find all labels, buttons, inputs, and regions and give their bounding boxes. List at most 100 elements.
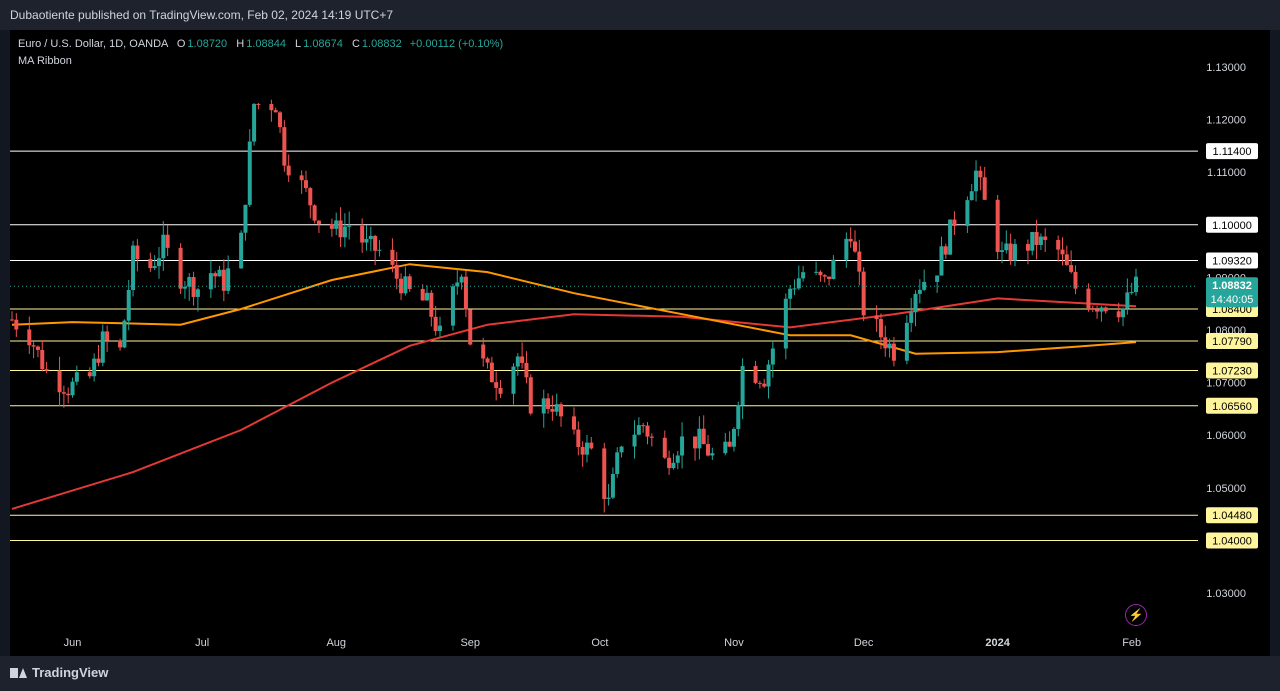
candle-body[interactable] (44, 369, 49, 371)
candle-body[interactable] (796, 278, 801, 289)
candle-body[interactable] (347, 225, 352, 227)
candle-body[interactable] (520, 356, 525, 363)
candle-body[interactable] (1125, 292, 1130, 309)
candle-body[interactable] (710, 453, 715, 456)
candle-body[interactable] (762, 383, 767, 387)
candle-body[interactable] (667, 457, 672, 469)
candle-body[interactable] (161, 234, 166, 259)
ma-line[interactable] (11, 263, 1137, 355)
candle-body[interactable] (360, 225, 365, 243)
candle-body[interactable] (92, 358, 97, 377)
candle-body[interactable] (671, 462, 676, 469)
candle-body[interactable] (770, 348, 775, 365)
candle-body[interactable] (437, 325, 442, 332)
candle-body[interactable] (278, 112, 283, 128)
candle-body[interactable] (853, 241, 857, 252)
candle-body[interactable] (636, 425, 641, 435)
candle-body[interactable] (329, 224, 334, 229)
candle-body[interactable] (420, 288, 425, 301)
candle-body[interactable] (450, 286, 455, 326)
candle-body[interactable] (27, 329, 32, 346)
candle-body[interactable] (1121, 308, 1126, 318)
candle-body[interactable] (122, 320, 127, 348)
candle-body[interactable] (368, 235, 373, 240)
candle-body[interactable] (969, 191, 974, 201)
candle-body[interactable] (390, 249, 395, 265)
candle-body[interactable] (559, 404, 564, 417)
candle-body[interactable] (675, 455, 680, 463)
candle-body[interactable] (252, 103, 257, 142)
lightning-icon[interactable]: ⚡ (1125, 604, 1147, 626)
candle-body[interactable] (736, 405, 741, 429)
candle-body[interactable] (602, 448, 607, 499)
candle-body[interactable] (178, 247, 183, 289)
candle-body[interactable] (727, 441, 732, 447)
candle-body[interactable] (459, 276, 464, 283)
candle-body[interactable] (528, 377, 533, 414)
candle-body[interactable] (195, 289, 200, 297)
candle-body[interactable] (152, 266, 157, 269)
candle-body[interactable] (1043, 236, 1048, 240)
candle-body[interactable] (1134, 276, 1138, 293)
candle-body[interactable] (822, 275, 827, 277)
candle-body[interactable] (887, 343, 892, 349)
candle-body[interactable] (74, 372, 79, 382)
candle-body[interactable] (489, 362, 494, 383)
candle-body[interactable] (239, 232, 244, 269)
candle-body[interactable] (757, 382, 762, 384)
candle-body[interactable] (394, 264, 399, 279)
candle-body[interactable] (943, 246, 948, 255)
candle-body[interactable] (818, 271, 823, 276)
candle-body[interactable] (1095, 309, 1100, 312)
candle-body[interactable] (550, 408, 555, 412)
candle-body[interactable] (619, 446, 624, 453)
candle-body[interactable] (494, 382, 499, 388)
candle-body[interactable] (731, 428, 736, 447)
indicator-name[interactable]: MA Ribbon (18, 55, 72, 67)
candle-body[interactable] (208, 273, 213, 290)
candle-body[interactable] (999, 250, 1004, 252)
candle-body[interactable] (974, 170, 979, 192)
candle-body[interactable] (126, 289, 131, 321)
candle-body[interactable] (844, 238, 849, 260)
candle-body[interactable] (286, 165, 291, 176)
candle-body[interactable] (338, 220, 343, 238)
candle-body[interactable] (641, 425, 646, 427)
candle-body[interactable] (541, 398, 546, 414)
candle-body[interactable] (299, 175, 304, 181)
candle-body[interactable] (1060, 249, 1065, 255)
candle-body[interactable] (883, 337, 888, 349)
candle-body[interactable] (740, 366, 745, 406)
candle-body[interactable] (14, 319, 19, 330)
candle-body[interactable] (554, 404, 559, 412)
candle-body[interactable] (61, 392, 66, 394)
candle-body[interactable] (857, 251, 862, 272)
candle-body[interactable] (373, 235, 378, 251)
candle-body[interactable] (425, 292, 430, 301)
candle-body[interactable] (433, 316, 438, 332)
candle-body[interactable] (723, 441, 728, 454)
candle-body[interactable] (610, 473, 615, 498)
candle-body[interactable] (1116, 311, 1121, 318)
candle-body[interactable] (481, 344, 486, 359)
candle-body[interactable] (632, 434, 637, 447)
candle-body[interactable] (70, 381, 75, 396)
candle-body[interactable] (913, 293, 918, 313)
candle-body[interactable] (645, 425, 650, 437)
candle-body[interactable] (827, 276, 832, 279)
candle-body[interactable] (848, 238, 853, 242)
candle-body[interactable] (1008, 243, 1013, 261)
candle-body[interactable] (182, 286, 187, 289)
candle-body[interactable] (308, 188, 313, 206)
candle-body[interactable] (965, 200, 970, 226)
candle-body[interactable] (131, 245, 136, 290)
candle-body[interactable] (697, 428, 702, 449)
candle-body[interactable] (1073, 271, 1078, 289)
candle-body[interactable] (316, 220, 321, 225)
candle-body[interactable] (165, 234, 170, 248)
candle-body[interactable] (788, 288, 793, 299)
candle-body[interactable] (753, 366, 758, 383)
candle-body[interactable] (576, 429, 581, 448)
candle-body[interactable] (935, 275, 940, 282)
candle-body[interactable] (399, 278, 404, 294)
